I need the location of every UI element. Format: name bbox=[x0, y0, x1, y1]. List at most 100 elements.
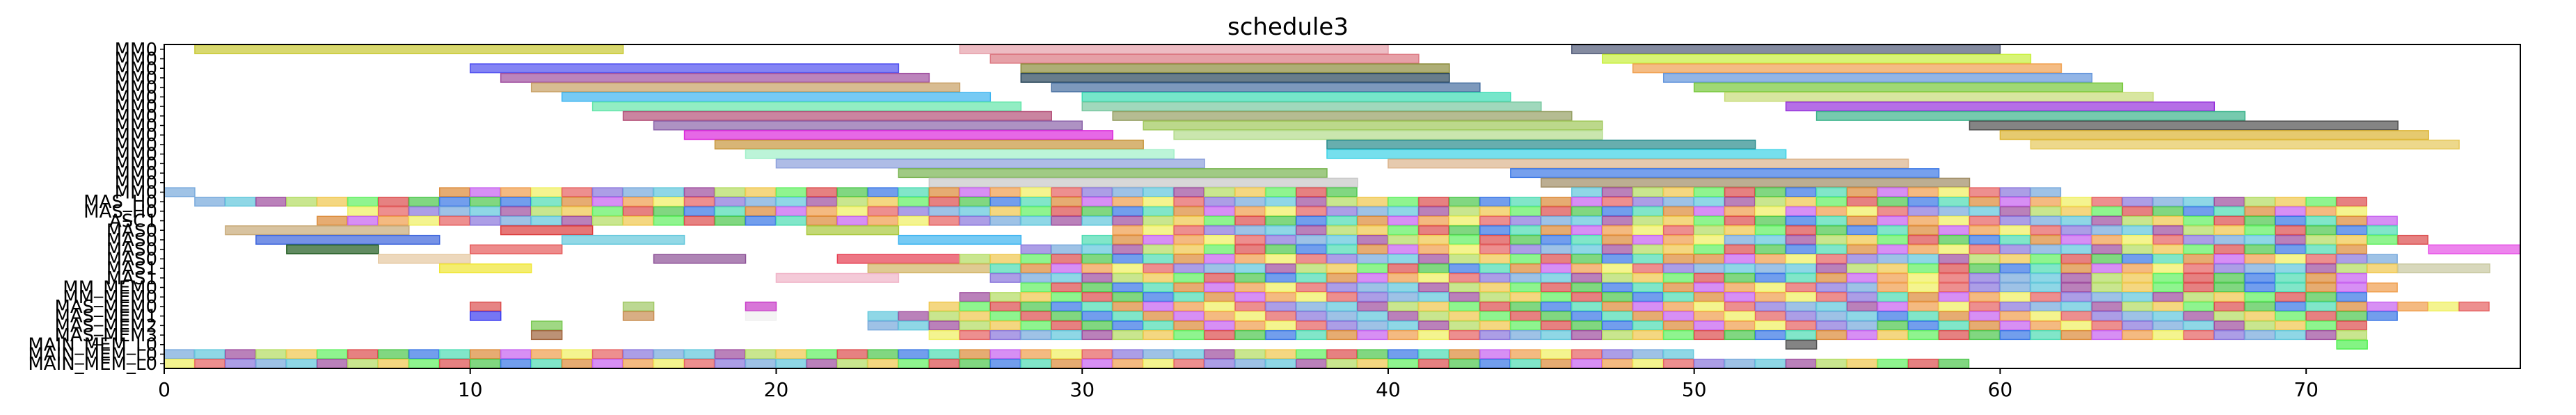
task-bar bbox=[2091, 225, 2123, 236]
task-bar bbox=[928, 177, 1358, 188]
task-bar bbox=[1326, 359, 1358, 369]
task-bar bbox=[653, 120, 1083, 131]
task-bar bbox=[2244, 263, 2275, 274]
task-bar bbox=[2183, 311, 2215, 321]
task-bar bbox=[2367, 263, 2398, 274]
task-bar bbox=[1693, 263, 1725, 274]
task-bar bbox=[1418, 292, 1449, 302]
task-bar bbox=[469, 301, 502, 311]
task-bar bbox=[1969, 120, 2399, 131]
task-bar bbox=[1020, 292, 1051, 302]
task-bar bbox=[2122, 234, 2154, 245]
task-bar bbox=[2060, 254, 2092, 264]
y-tick-label: MAS0 bbox=[106, 220, 157, 241]
y-tick-label: MM0 bbox=[115, 154, 157, 174]
task-bar bbox=[1143, 320, 1174, 331]
task-bar bbox=[2305, 272, 2337, 283]
task-bar bbox=[1662, 254, 1694, 264]
task-bar bbox=[1999, 206, 2031, 216]
task-bar bbox=[1081, 320, 1113, 331]
task-bar bbox=[622, 111, 1052, 121]
task-bar bbox=[1173, 301, 1204, 311]
y-tick-label: MM0 bbox=[115, 40, 157, 60]
task-bar bbox=[1846, 292, 1878, 302]
task-bar bbox=[959, 254, 991, 264]
task-bar bbox=[1173, 225, 1204, 236]
task-bar bbox=[622, 359, 654, 369]
task-bar bbox=[1326, 234, 1358, 245]
task-bar bbox=[2275, 206, 2306, 216]
task-bar bbox=[775, 359, 807, 369]
task-bar bbox=[1020, 272, 1051, 283]
task-bar bbox=[1449, 225, 1480, 236]
task-bar bbox=[1999, 197, 2031, 207]
task-bar bbox=[2305, 292, 2337, 302]
task-bar bbox=[683, 215, 715, 226]
task-bar bbox=[500, 215, 532, 226]
task-bar bbox=[1969, 254, 2001, 264]
task-bar bbox=[1081, 244, 1113, 254]
task-bar bbox=[1326, 301, 1358, 311]
task-bar bbox=[1571, 254, 1603, 264]
task-bar bbox=[2091, 215, 2123, 226]
task-bar bbox=[1173, 282, 1204, 293]
task-bar bbox=[2244, 215, 2275, 226]
task-bar bbox=[1785, 254, 1817, 264]
task-bar bbox=[959, 197, 991, 207]
task-bar bbox=[1326, 272, 1358, 283]
y-tick-label: MAS0 bbox=[106, 249, 157, 270]
task-bar bbox=[1265, 359, 1296, 369]
task-bar bbox=[867, 187, 899, 197]
task-bar bbox=[1785, 359, 1817, 369]
task-bar bbox=[408, 206, 440, 216]
task-bar bbox=[1632, 187, 1664, 197]
y-tick-label: MAIN_MEM_L0 bbox=[28, 344, 157, 365]
task-bar bbox=[1296, 263, 1327, 274]
task-bar bbox=[2367, 311, 2398, 321]
task-bar bbox=[2183, 292, 2215, 302]
task-bar bbox=[1877, 301, 1909, 311]
y-tick-label: MM0 bbox=[115, 49, 157, 70]
task-bar bbox=[2152, 311, 2184, 321]
task-bar bbox=[1479, 301, 1511, 311]
task-bar bbox=[1234, 272, 1266, 283]
task-bar bbox=[836, 206, 868, 216]
task-bar bbox=[959, 215, 991, 226]
task-bar bbox=[1051, 301, 1082, 311]
task-bar bbox=[408, 215, 440, 226]
task-bar bbox=[1541, 282, 1572, 293]
task-bar bbox=[806, 349, 838, 359]
task-bar bbox=[928, 301, 960, 311]
task-bar bbox=[1969, 263, 2001, 274]
task-bar bbox=[500, 349, 532, 359]
x-tick-label: 0 bbox=[158, 378, 170, 401]
task-bar bbox=[1173, 254, 1204, 264]
task-bar bbox=[1907, 234, 1939, 245]
task-bar bbox=[2397, 301, 2428, 311]
task-bar bbox=[989, 272, 1021, 283]
task-bar bbox=[1815, 272, 1847, 283]
task-bar bbox=[1388, 320, 1419, 331]
task-bar bbox=[2030, 197, 2062, 207]
task-bar bbox=[989, 292, 1021, 302]
task-bar bbox=[1418, 244, 1449, 254]
task-bar bbox=[2336, 263, 2367, 274]
task-bar bbox=[1357, 263, 1388, 274]
task-bar bbox=[745, 197, 777, 207]
task-bar bbox=[806, 215, 838, 226]
task-bar bbox=[1479, 215, 1511, 226]
task-bar bbox=[1632, 282, 1664, 293]
task-bar bbox=[1143, 272, 1174, 283]
task-bar bbox=[683, 130, 1113, 140]
task-bar bbox=[1296, 301, 1327, 311]
task-bar bbox=[530, 349, 562, 359]
task-bar bbox=[653, 187, 685, 197]
task-bar bbox=[1632, 292, 1664, 302]
task-bar bbox=[2183, 329, 2215, 341]
task-bar bbox=[1969, 197, 2001, 207]
task-bar bbox=[439, 215, 470, 226]
task-bar bbox=[928, 197, 960, 207]
task-bar bbox=[1265, 206, 1296, 216]
task-bar bbox=[2183, 263, 2215, 274]
